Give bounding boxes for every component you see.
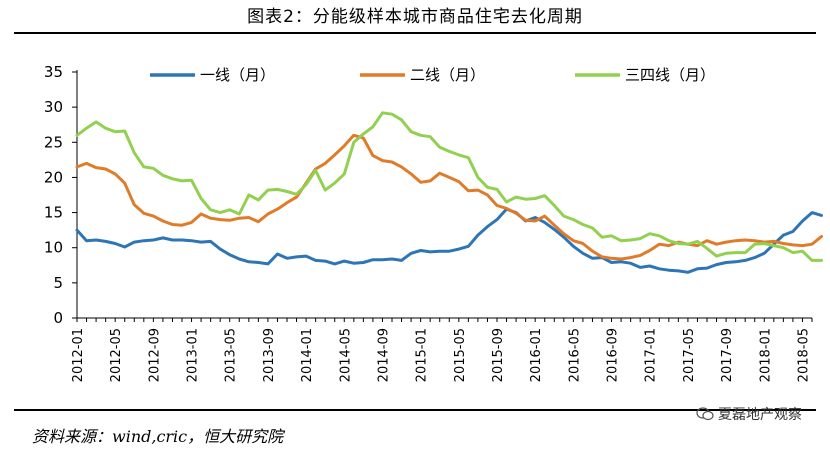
x-tick-label: 2014-01 (300, 328, 315, 382)
legend-label-1: 二线（月） (410, 66, 485, 84)
x-tick-label: 2016-09 (606, 328, 621, 382)
x-tick-label: 2014-09 (376, 328, 391, 382)
x-tick-label: 2018-05 (796, 328, 811, 382)
watermark: 夏磊地产观察 (696, 404, 802, 424)
series-layer (75, 111, 823, 274)
chart-axes: 0 5 10 15 20 25 30 35 2012-01 2012-05 2012-09 2013-… (44, 63, 813, 382)
x-tick-label: 2013-05 (224, 328, 239, 382)
y-tick-label: 15 (44, 204, 63, 222)
x-tick-label: 2013-01 (186, 328, 201, 382)
x-tick-label: 2017-05 (682, 328, 697, 382)
y-tick-label: 0 (53, 309, 63, 327)
chart-legend: 一线（月） 二线（月） 三四线（月） (150, 66, 715, 84)
x-tick-label: 2014-05 (338, 328, 353, 382)
watermark-text: 夏磊地产观察 (718, 407, 802, 423)
x-tick-label: 2017-01 (644, 328, 659, 382)
x-tick-label: 2016-05 (567, 328, 582, 382)
x-tick-label: 2015-01 (415, 328, 430, 382)
y-tick-label: 5 (53, 274, 63, 292)
series-line-2 (75, 111, 823, 262)
top-rule (14, 32, 816, 34)
chart-title: 图表2：分能级样本城市商品住宅去化周期 (247, 7, 583, 27)
y-tick-label: 10 (44, 239, 63, 257)
x-tick-label: 2013-09 (262, 328, 277, 382)
series-line-0 (75, 207, 823, 274)
x-tick-label: 2012-09 (147, 328, 162, 382)
legend-label-0: 一线（月） (200, 66, 275, 84)
source-note: 资料来源：wind,cric，恒大研究院 (32, 427, 284, 446)
line-chart: 0 5 10 15 20 25 30 35 2012-01 2012-05 2012-09 2013-… (44, 63, 823, 382)
y-tick-label: 35 (44, 63, 63, 81)
x-tick-label: 2012-01 (71, 328, 86, 382)
x-tick-label: 2016-01 (529, 328, 544, 382)
wechat-icon (696, 407, 714, 421)
series-line-1 (75, 133, 823, 261)
y-tick-label: 30 (44, 98, 63, 116)
x-tick-label: 2015-09 (491, 328, 506, 382)
x-tick-label: 2012-05 (109, 328, 124, 382)
bottom-rule (14, 409, 816, 411)
x-tick-label: 2015-05 (453, 328, 468, 382)
x-tick-label: 2018-01 (758, 328, 773, 382)
y-tick-label: 20 (44, 168, 63, 186)
legend-label-2: 三四线（月） (625, 66, 715, 84)
y-tick-label: 25 (44, 133, 63, 151)
x-tick-label: 2017-09 (720, 328, 735, 382)
